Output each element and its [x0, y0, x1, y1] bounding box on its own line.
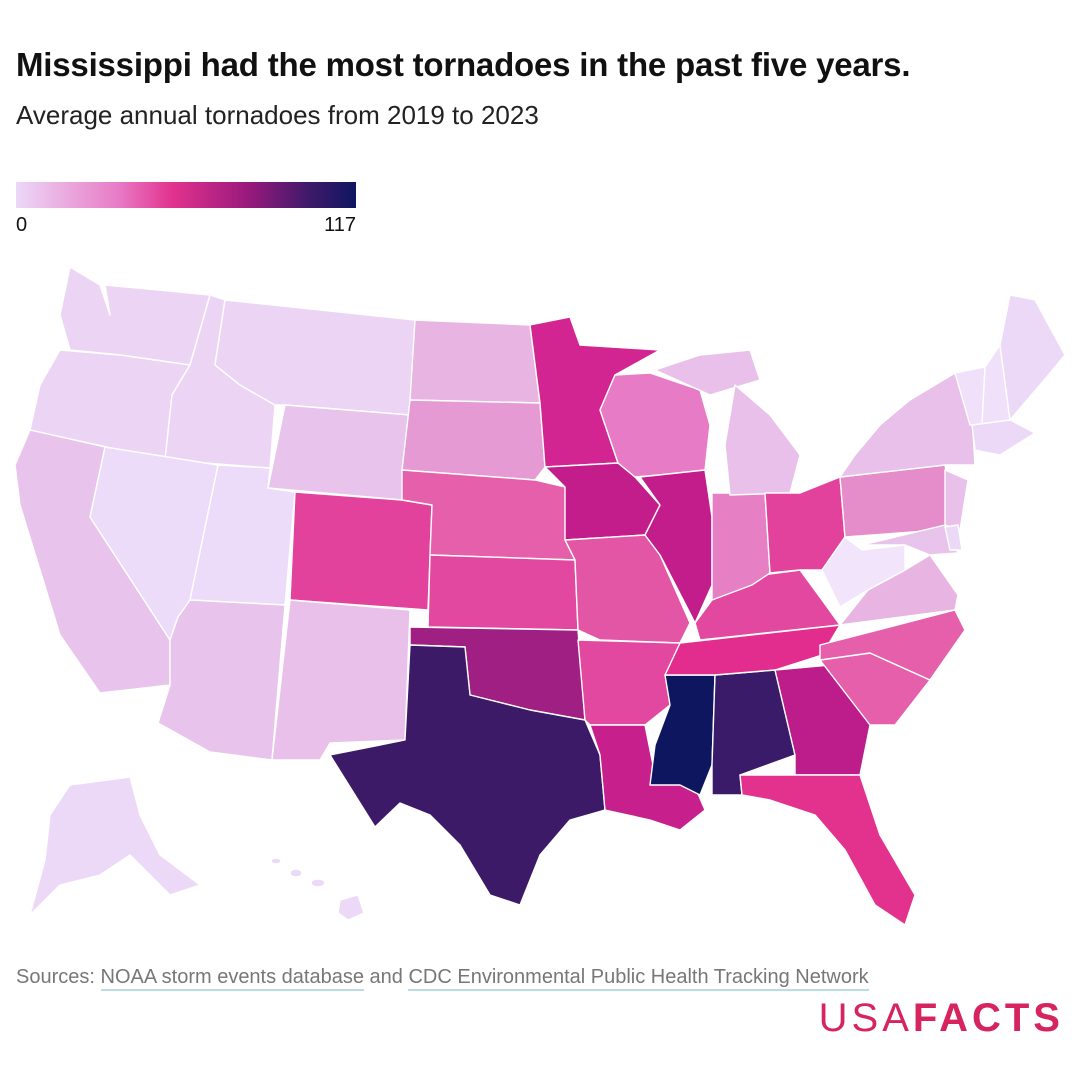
chart-title: Mississippi had the most tornadoes in th…: [16, 46, 911, 83]
legend-gradient-bar: [16, 182, 356, 208]
state-FL[interactable]: [739, 774, 916, 926]
state-DE[interactable]: [944, 524, 963, 551]
brand-usa: USA: [818, 996, 913, 1040]
state-AK[interactable]: [29, 776, 201, 916]
color-legend: 0 117: [16, 182, 356, 237]
legend-min-label: 0: [16, 214, 28, 236]
state-MI[interactable]: [654, 349, 761, 396]
state-HI-main[interactable]: [337, 894, 365, 921]
state-WY[interactable]: [267, 404, 411, 501]
usafacts-logo: USAFACTS: [819, 996, 1064, 1041]
state-SD[interactable]: [401, 399, 546, 481]
state-LA[interactable]: [589, 724, 706, 831]
state-AR[interactable]: [577, 639, 681, 726]
sources-prefix: Sources:: [16, 966, 95, 988]
state-MI-lower[interactable]: [724, 384, 801, 496]
chart-subtitle: Average annual tornadoes from 2019 to 20…: [16, 100, 539, 130]
state-NJ[interactable]: [944, 469, 969, 531]
state-HI-island-3[interactable]: [270, 857, 282, 865]
source-link-noaa[interactable]: NOAA storm events database: [100, 966, 364, 991]
state-KS[interactable]: [427, 554, 579, 631]
state-WA[interactable]: [59, 266, 211, 366]
sources-note: Sources: NOAA storm events database and …: [16, 966, 869, 991]
state-ND[interactable]: [409, 319, 541, 404]
state-CO[interactable]: [289, 491, 433, 611]
state-AZ[interactable]: [157, 599, 286, 761]
state-HI-island-1[interactable]: [310, 878, 326, 888]
state-NM[interactable]: [271, 599, 411, 761]
source-link-cdc[interactable]: CDC Environmental Public Health Tracking…: [408, 966, 869, 991]
legend-max-label: 117: [324, 214, 356, 236]
sources-join: and: [369, 966, 403, 988]
state-ME[interactable]: [999, 294, 1066, 421]
state-WV[interactable]: [821, 536, 906, 608]
state-NY[interactable]: [839, 372, 976, 478]
state-WI[interactable]: [599, 372, 711, 478]
us-choropleth-map: [14, 266, 1066, 926]
state-HI-island-2[interactable]: [289, 868, 303, 878]
state-TX[interactable]: [329, 644, 606, 906]
state-MA[interactable]: [971, 419, 1036, 456]
state-MD[interactable]: [861, 524, 959, 556]
brand-facts: FACTS: [912, 996, 1064, 1040]
